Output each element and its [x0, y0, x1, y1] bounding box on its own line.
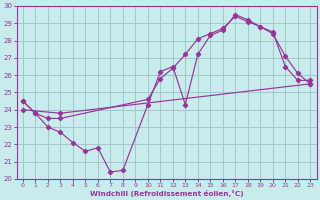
X-axis label: Windchill (Refroidissement éolien,°C): Windchill (Refroidissement éolien,°C) [90, 190, 244, 197]
